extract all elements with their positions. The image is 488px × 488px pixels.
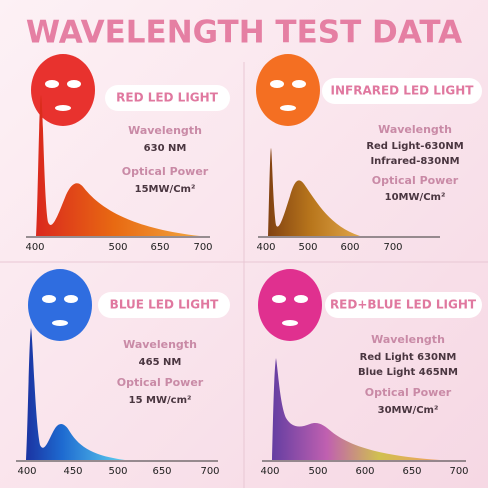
spec-value: Infrared-830NM [370,156,459,167]
spec-heading: Wavelength [378,123,452,136]
tick-label: 400 [25,242,44,253]
tick-label: 700 [200,466,219,477]
tick-label: 400 [260,466,279,477]
label-pill [322,78,482,104]
panel-label: BLUE LED LIGHT [110,298,219,312]
spectrum [20,328,125,460]
spectrum [266,358,440,460]
tick-label: 650 [402,466,421,477]
tick-label: 650 [152,466,171,477]
spec-heading: Wavelength [123,338,197,351]
spec-value: 10MW/Cm² [385,192,446,203]
tick-label: 700 [193,242,212,253]
spec-heading: Optical Power [117,376,204,389]
tick-label: 600 [355,466,374,477]
label-pill [98,292,230,318]
spec-value: 630 NM [144,143,187,154]
spec-heading: Optical Power [122,165,209,178]
tick-label: 700 [449,466,468,477]
tick-label: 700 [383,242,402,253]
tick-label: 450 [63,466,82,477]
spec-heading: Optical Power [372,174,459,187]
panel-label: INFRARED LED LIGHT [331,84,475,98]
tick-label: 500 [108,466,127,477]
panel-label: RED+BLUE LED LIGHT [330,298,477,312]
spec-heading: Wavelength [128,124,202,137]
spec-value: Red Light 630NM [360,352,457,363]
title: WAVELENGTH TEST DATA [26,15,462,51]
tick-label: 650 [150,242,169,253]
label-pill [325,292,482,318]
tick-label: 400 [256,242,275,253]
tick-label: 500 [108,242,127,253]
panel: BLUE LED LIGHT Wavelength 465 NM Optical… [16,269,230,477]
spec-value: 465 NM [139,357,182,368]
panel: RED LED LIGHT Wavelength 630 NM Optical … [25,54,230,253]
mask-icon [28,269,92,341]
tick-label: 500 [308,466,327,477]
spectrum [262,148,360,236]
mask-icon [258,269,322,341]
spectrum [30,95,200,236]
spec-heading: Wavelength [371,333,445,346]
mask-icon [256,54,320,126]
label-pill [105,85,230,111]
panel: RED+BLUE LED LIGHT Wavelength Red Light … [258,269,482,477]
spec-value: 15 MW/cm² [129,395,192,406]
panel: INFRARED LED LIGHT Wavelength Red Light-… [256,54,482,253]
tick-label: 400 [17,466,36,477]
spec-value: 15MW/Cm² [135,184,196,195]
spec-heading: Optical Power [365,386,452,399]
tick-label: 600 [340,242,359,253]
spec-value: Blue Light 465NM [358,367,458,378]
tick-label: 500 [298,242,317,253]
mask-icon [31,54,95,126]
spec-value: 30MW/Cm² [378,405,439,416]
spec-value: Red Light-630NM [366,141,463,152]
panel-label: RED LED LIGHT [116,91,219,105]
